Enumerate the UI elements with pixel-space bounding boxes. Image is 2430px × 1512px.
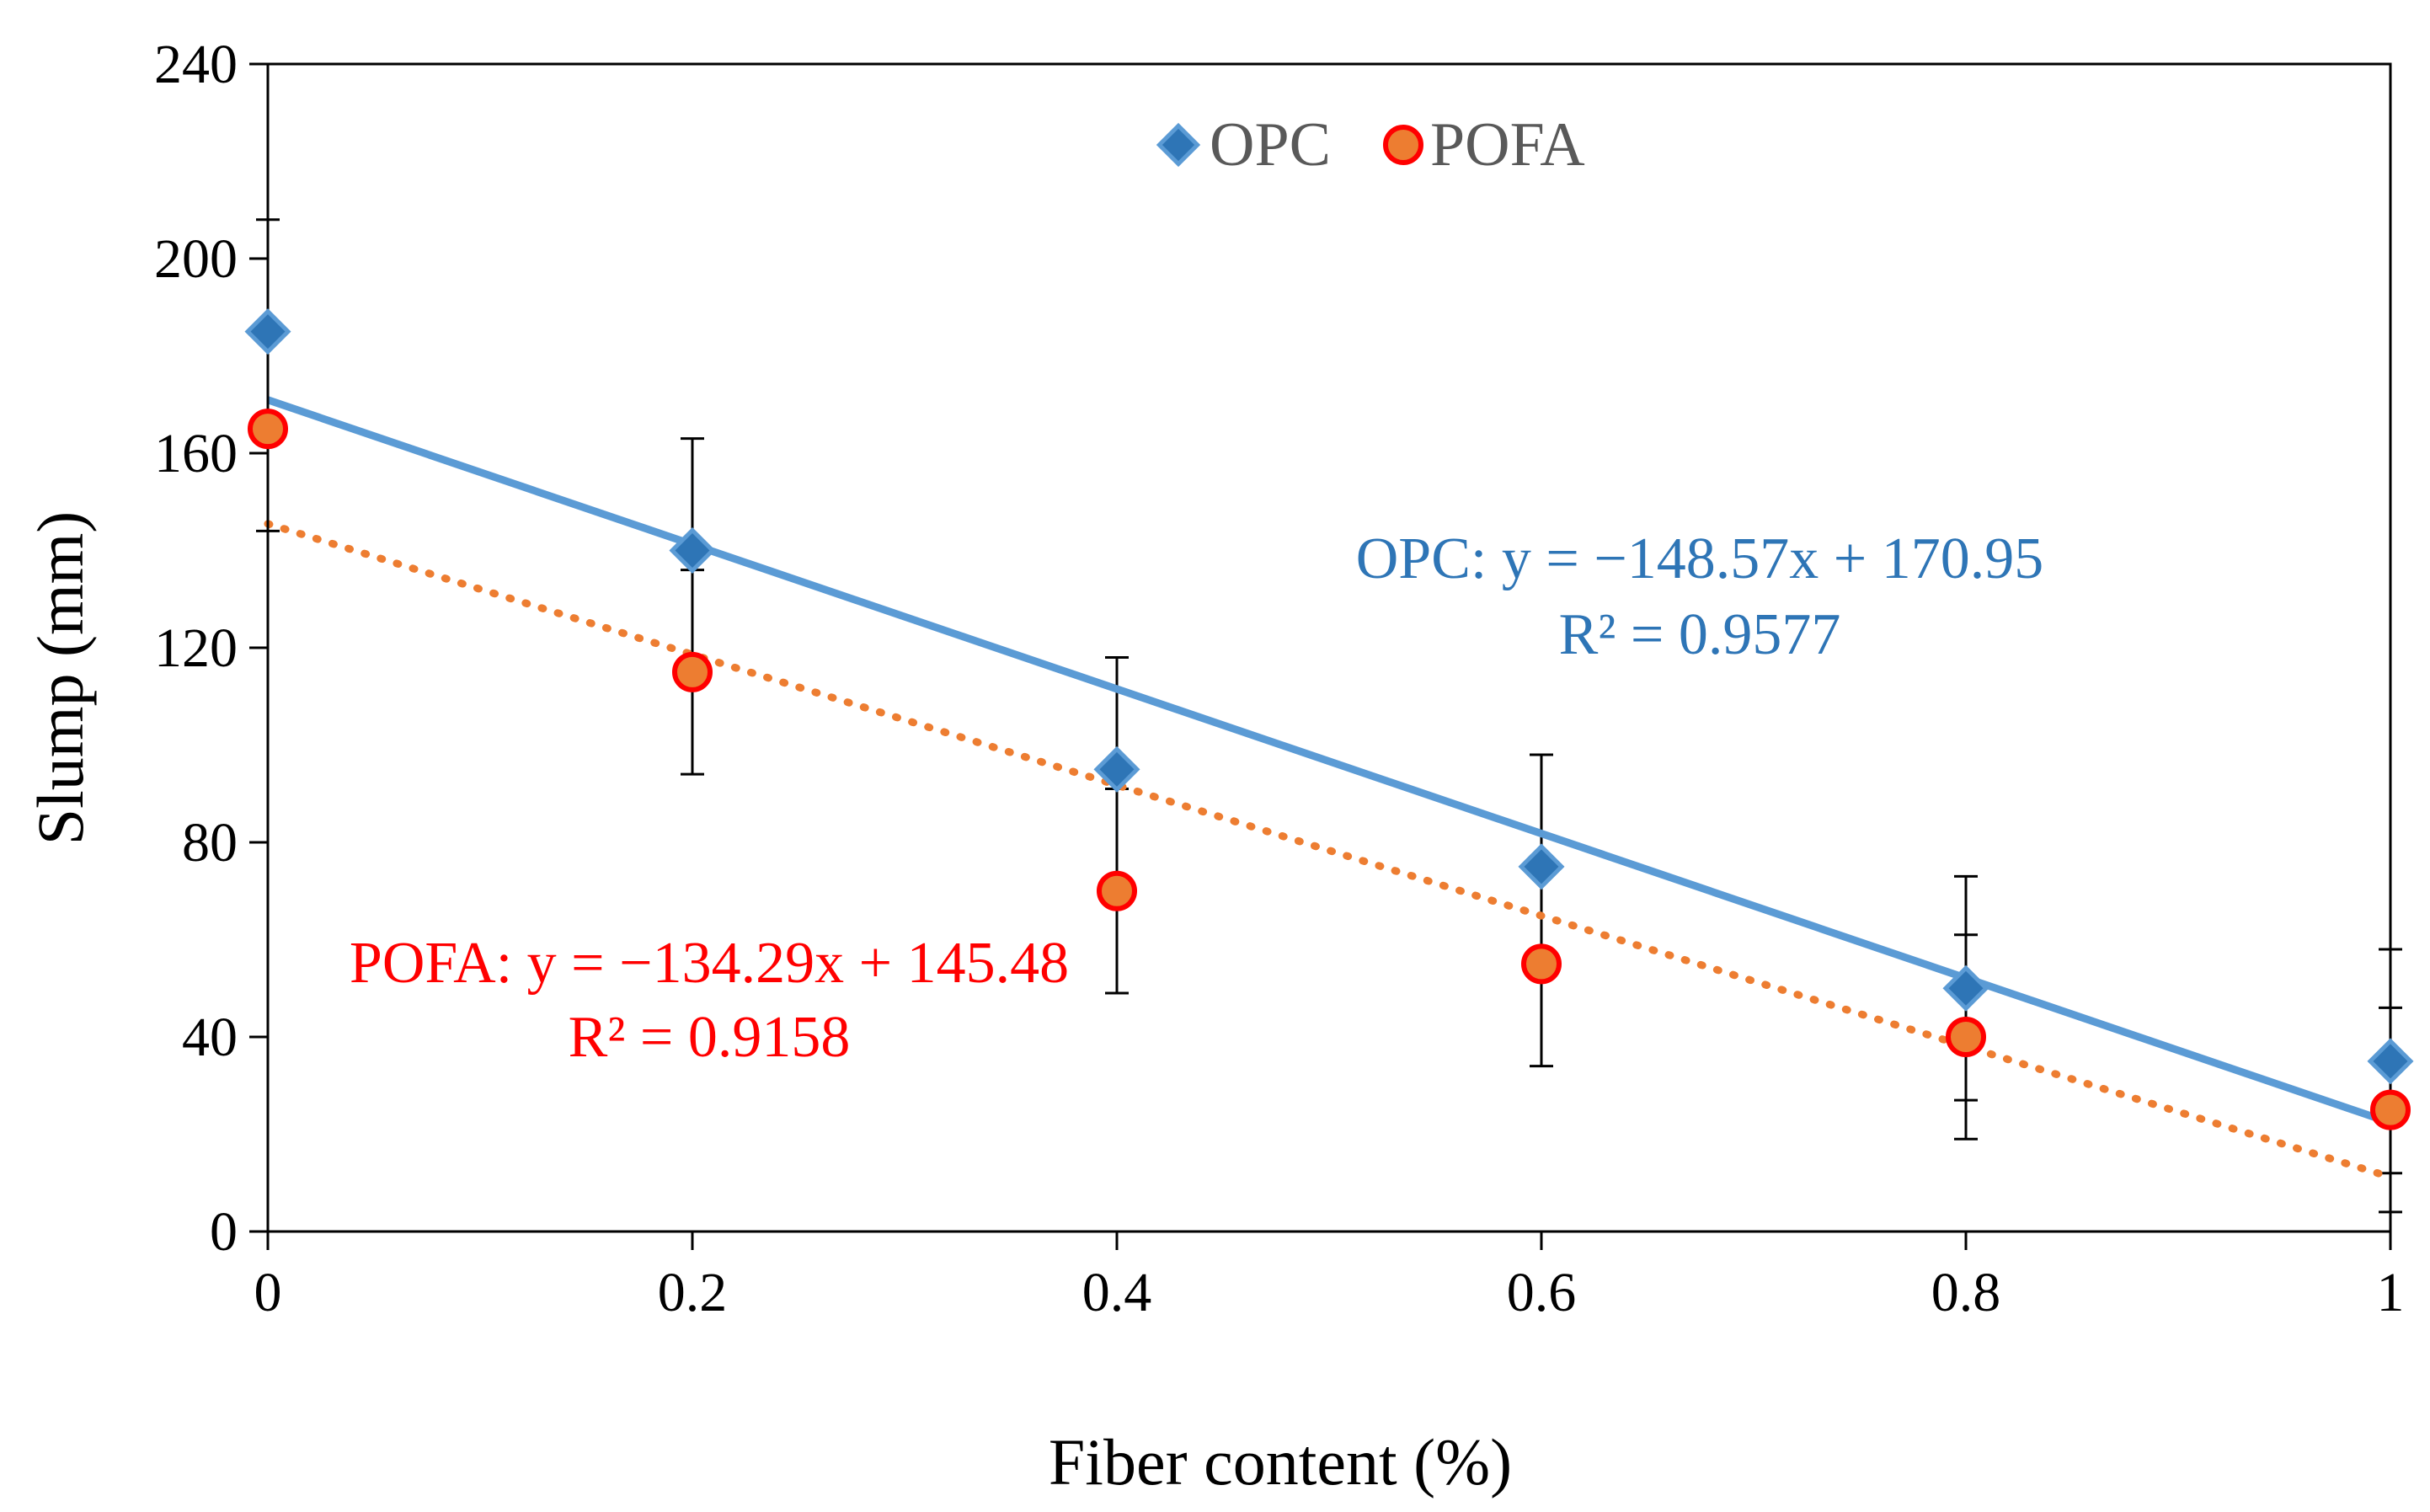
y-tick-label: 0 bbox=[210, 1201, 238, 1263]
x-tick-label: 0.6 bbox=[1507, 1262, 1577, 1323]
opc-point bbox=[1518, 843, 1565, 890]
opc-r2: R² = 0.9577 bbox=[1559, 602, 1841, 667]
legend-opc-label: OPC bbox=[1210, 110, 1331, 179]
y-tick-label: 200 bbox=[154, 228, 238, 290]
pofa-trendline bbox=[264, 520, 2395, 1181]
y-tick-label: 240 bbox=[154, 34, 238, 95]
y-axis-title: Slump (mm) bbox=[24, 511, 97, 846]
pofa-point bbox=[1097, 870, 1137, 911]
markers bbox=[244, 308, 2414, 1130]
opc-point bbox=[1942, 964, 1989, 1012]
tick-labels: 0 40 80 120 160 200 240 0 0.2 0.4 0.6 0.8 1 bbox=[154, 34, 2405, 1323]
axes bbox=[249, 62, 2392, 1250]
opc-equation: OPC: y = −148.57x + 170.95 bbox=[1356, 526, 2044, 591]
x-tick-label: 1 bbox=[2377, 1262, 2405, 1323]
legend-pofa-label: POFA bbox=[1430, 110, 1585, 179]
pofa-equation: POFA: y = −134.29x + 145.48 bbox=[350, 931, 1069, 996]
opc-point bbox=[244, 308, 291, 355]
pofa-r2: R² = 0.9158 bbox=[569, 1005, 851, 1070]
y-tick-label: 40 bbox=[182, 1007, 238, 1068]
opc-point bbox=[2367, 1038, 2414, 1085]
x-tick-label: 0.4 bbox=[1082, 1262, 1152, 1323]
trendlines bbox=[264, 396, 2395, 1181]
pofa-point bbox=[672, 651, 713, 692]
pofa-point bbox=[248, 409, 288, 450]
legend-opc-marker bbox=[1156, 122, 1201, 168]
legend-pofa-marker bbox=[1383, 125, 1423, 165]
opc-trendline bbox=[266, 396, 2392, 1127]
pofa-point bbox=[1521, 943, 1562, 985]
x-axis-title: Fiber content (%) bbox=[1049, 1425, 1512, 1499]
y-tick-label: 80 bbox=[182, 812, 238, 874]
y-tick-label: 160 bbox=[154, 423, 238, 484]
opc-point bbox=[1093, 745, 1140, 793]
legend: OPC POFA bbox=[1156, 110, 1585, 179]
x-tick-label: 0.2 bbox=[658, 1262, 728, 1323]
x-tick-label: 0.8 bbox=[1931, 1262, 2001, 1323]
pofa-point bbox=[1946, 1017, 1986, 1057]
x-tick-label: 0 bbox=[254, 1262, 282, 1323]
opc-point bbox=[669, 526, 716, 574]
pofa-point bbox=[2370, 1089, 2411, 1130]
y-tick-label: 120 bbox=[154, 617, 238, 679]
